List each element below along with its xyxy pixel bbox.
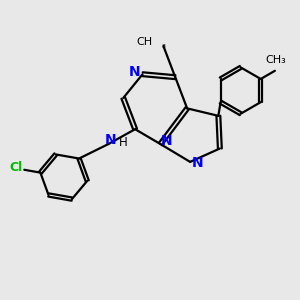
Text: H: H	[119, 136, 128, 149]
Text: Cl: Cl	[9, 161, 22, 174]
Text: N: N	[192, 156, 203, 170]
Text: N: N	[128, 65, 140, 79]
Text: ₃: ₃	[162, 40, 166, 50]
Text: N: N	[161, 134, 173, 148]
Text: CH: CH	[137, 38, 153, 47]
Text: CH₃: CH₃	[265, 56, 286, 65]
Text: N: N	[105, 133, 117, 147]
